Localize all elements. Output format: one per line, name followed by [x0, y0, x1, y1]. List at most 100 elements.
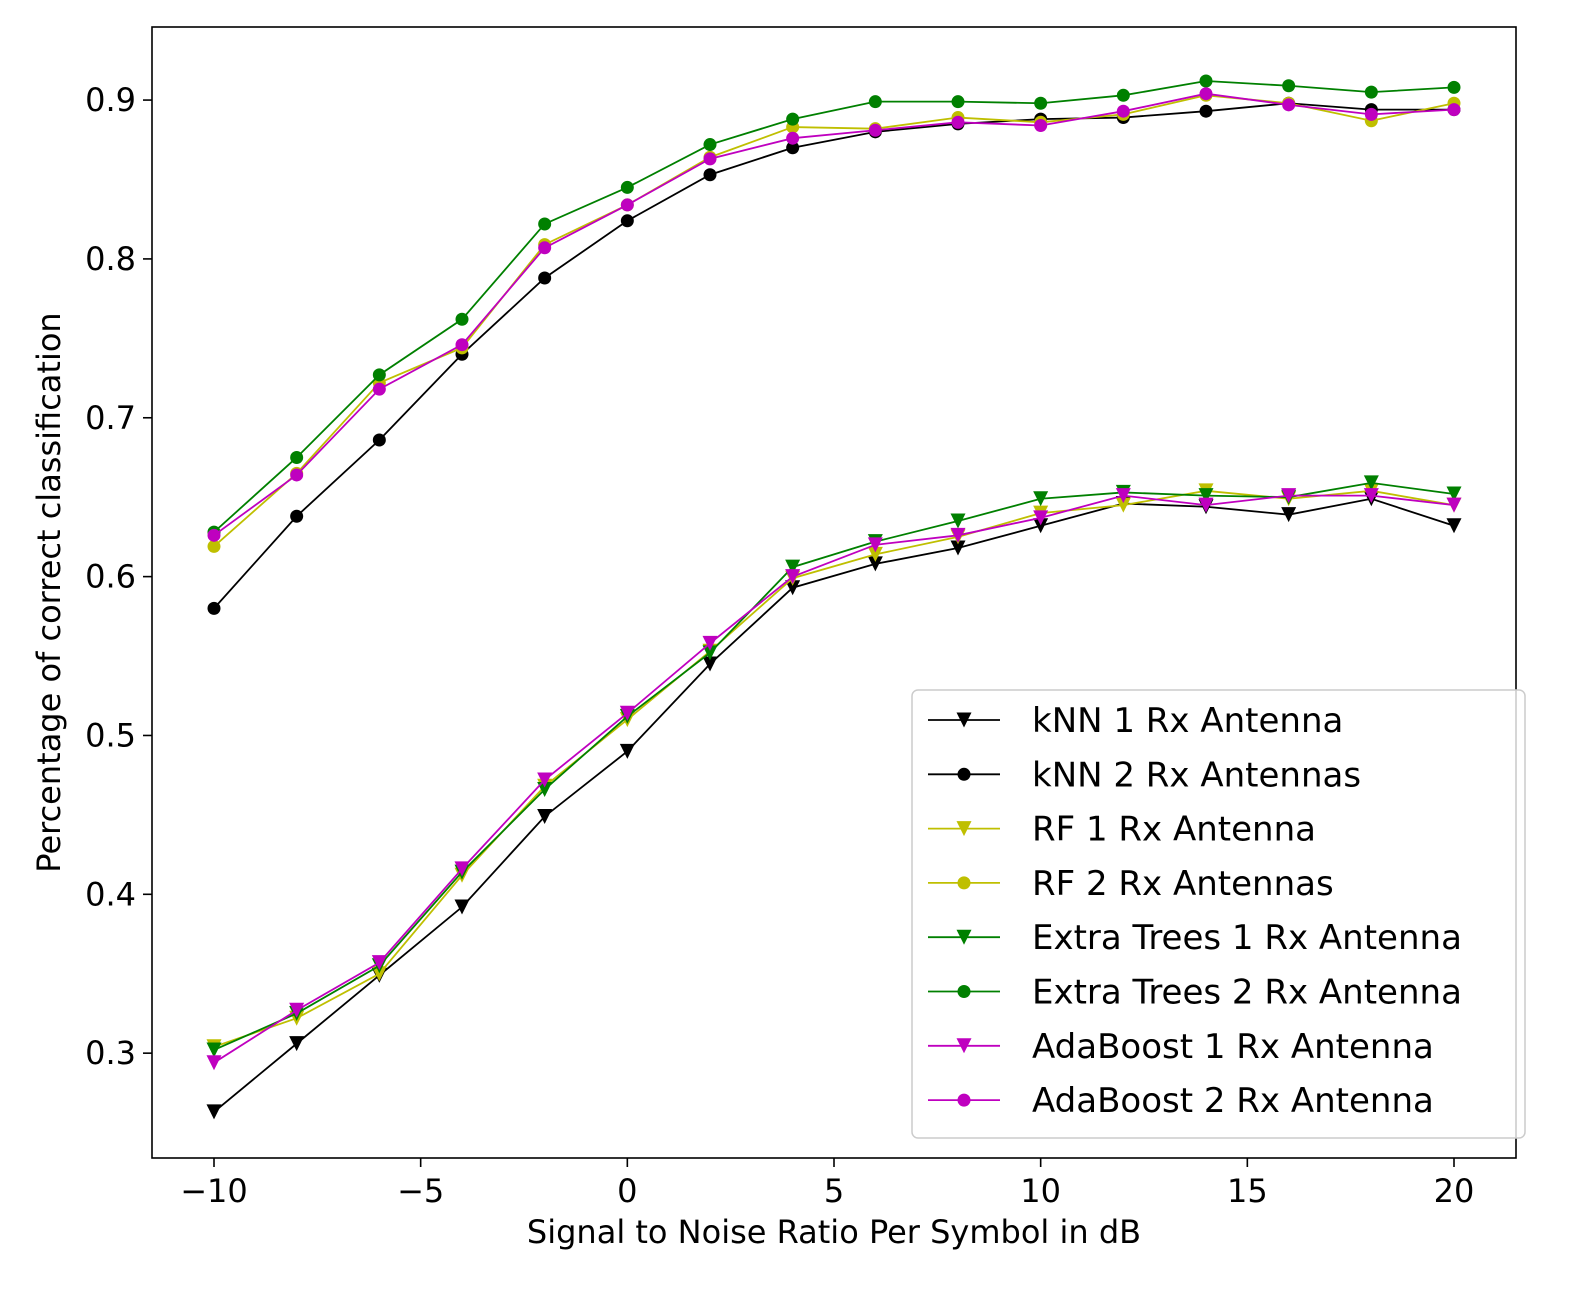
legend-marker [957, 1093, 971, 1107]
data-point [1446, 497, 1462, 513]
data-point [290, 509, 304, 523]
data-point [702, 635, 718, 651]
legend-marker [957, 985, 971, 998]
data-point [1116, 104, 1130, 118]
data-point [1115, 497, 1131, 513]
data-point [371, 966, 387, 982]
data-point [1033, 518, 1049, 534]
data-point [1198, 497, 1214, 513]
data-point [1446, 486, 1462, 502]
data-point [1034, 118, 1048, 132]
legend-item: AdaBoost 2 Rx Antenna [928, 1081, 1434, 1121]
series-6 [207, 74, 1461, 539]
legend-item: Extra Trees 1 Rx Antenna [928, 918, 1462, 958]
data-point [1115, 488, 1131, 504]
data-point [455, 338, 469, 352]
data-point [951, 115, 965, 129]
data-point [538, 217, 552, 231]
y-tick-label: 0.3 [85, 1034, 136, 1072]
data-point [206, 1055, 222, 1071]
series-8 [207, 87, 1461, 542]
data-point [867, 556, 883, 572]
data-point [1033, 491, 1049, 507]
data-point [951, 95, 965, 109]
data-point [537, 772, 553, 788]
data-point [950, 540, 966, 556]
series-2 [207, 96, 1461, 615]
legend-marker [956, 821, 972, 837]
data-point [620, 198, 634, 212]
y-tick-label: 0.4 [85, 875, 136, 913]
data-point [867, 537, 883, 553]
legend-label: RF 2 Rx Antennas [1032, 864, 1334, 904]
y-axis: 0.3 0.4 0.5 0.6 0.7 0.8 0.9 [85, 81, 152, 1072]
data-point [703, 168, 717, 182]
data-point [702, 645, 718, 661]
y-tick-label: 0.6 [85, 558, 136, 596]
data-point [1116, 88, 1130, 102]
legend-marker [956, 712, 972, 728]
data-point [1446, 518, 1462, 534]
data-point [620, 214, 634, 228]
data-point [950, 527, 966, 543]
data-point [867, 546, 883, 562]
legend-marker [957, 767, 971, 781]
x-tick-label: −5 [397, 1172, 444, 1210]
data-point [785, 580, 801, 596]
data-point [868, 95, 882, 109]
legend-marker [956, 929, 972, 945]
data-point [290, 468, 304, 482]
series-7 [206, 488, 1462, 1071]
y-axis-label: Percentage of correct classification [30, 312, 68, 872]
legend-item: kNN 2 Rx Antennas [928, 755, 1361, 795]
data-point [1282, 79, 1296, 93]
data-point [1447, 103, 1461, 117]
data-point [206, 1104, 222, 1120]
data-point [207, 601, 221, 615]
data-point [371, 955, 387, 971]
data-point [207, 539, 221, 553]
legend-label: kNN 1 Rx Antenna [1032, 701, 1343, 741]
data-point [289, 1002, 305, 1018]
data-point [785, 569, 801, 585]
data-point [206, 1042, 222, 1058]
x-axis: −10 −5 0 5 10 15 20 [180, 1158, 1474, 1210]
x-tick-label: 10 [1020, 1172, 1061, 1210]
data-point [1199, 104, 1213, 118]
data-point [1199, 87, 1213, 101]
legend-item: RF 2 Rx Antennas [928, 864, 1334, 904]
data-point [868, 123, 882, 137]
data-point [619, 743, 635, 759]
legend-label: RF 1 Rx Antenna [1032, 810, 1316, 850]
legend-marker [956, 1038, 972, 1054]
legend-label: AdaBoost 2 Rx Antenna [1032, 1081, 1434, 1121]
data-point [619, 705, 635, 721]
data-point [1034, 96, 1048, 110]
legend-label: Extra Trees 1 Rx Antenna [1032, 918, 1462, 958]
data-point [372, 382, 386, 396]
series-line [213, 497, 1455, 1113]
data-point [702, 656, 718, 672]
data-point [1199, 74, 1213, 88]
data-point [1198, 488, 1214, 504]
data-point [372, 368, 386, 382]
data-point [538, 271, 552, 285]
data-point [1364, 85, 1378, 99]
legend-label: Extra Trees 2 Rx Antenna [1032, 973, 1462, 1013]
x-tick-label: 0 [617, 1172, 637, 1210]
data-point [537, 808, 553, 824]
series-line [213, 94, 1455, 548]
series-line [213, 102, 1454, 609]
series-line [213, 489, 1455, 1048]
data-point [785, 559, 801, 575]
legend-label: AdaBoost 1 Rx Antenna [1032, 1027, 1434, 1067]
legend-item: RF 1 Rx Antenna [928, 810, 1316, 850]
series-line [213, 80, 1455, 533]
x-tick-label: 15 [1227, 1172, 1268, 1210]
legend-marker [957, 876, 971, 890]
data-point [1282, 98, 1296, 112]
data-point [950, 513, 966, 529]
data-point [786, 141, 800, 155]
series-4 [207, 88, 1461, 553]
y-tick-label: 0.7 [85, 399, 136, 437]
